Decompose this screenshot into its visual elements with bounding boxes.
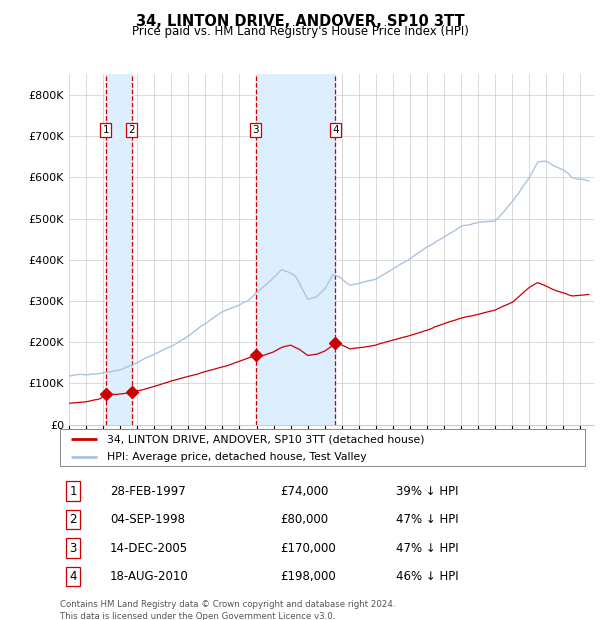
Text: 1: 1 — [103, 125, 109, 135]
Text: 4: 4 — [332, 125, 339, 135]
Text: 4: 4 — [70, 570, 77, 583]
Text: 04-SEP-1998: 04-SEP-1998 — [110, 513, 185, 526]
Text: 2: 2 — [128, 125, 135, 135]
Text: 1: 1 — [70, 485, 77, 497]
Text: £80,000: £80,000 — [281, 513, 329, 526]
Text: 39% ↓ HPI: 39% ↓ HPI — [396, 485, 458, 497]
Text: 2: 2 — [70, 513, 77, 526]
Text: £74,000: £74,000 — [281, 485, 329, 497]
Text: 28-FEB-1997: 28-FEB-1997 — [110, 485, 185, 497]
Text: 34, LINTON DRIVE, ANDOVER, SP10 3TT (detached house): 34, LINTON DRIVE, ANDOVER, SP10 3TT (det… — [107, 435, 425, 445]
Text: 47% ↓ HPI: 47% ↓ HPI — [396, 542, 458, 554]
Text: 46% ↓ HPI: 46% ↓ HPI — [396, 570, 458, 583]
Text: HPI: Average price, detached house, Test Valley: HPI: Average price, detached house, Test… — [107, 452, 367, 462]
Text: £170,000: £170,000 — [281, 542, 336, 554]
Bar — [106, 74, 131, 425]
Text: Price paid vs. HM Land Registry's House Price Index (HPI): Price paid vs. HM Land Registry's House … — [131, 25, 469, 38]
Text: Contains HM Land Registry data © Crown copyright and database right 2024.
This d: Contains HM Land Registry data © Crown c… — [60, 600, 395, 620]
Text: 3: 3 — [253, 125, 259, 135]
Bar — [256, 74, 335, 425]
Text: 18-AUG-2010: 18-AUG-2010 — [110, 570, 188, 583]
Text: 34, LINTON DRIVE, ANDOVER, SP10 3TT: 34, LINTON DRIVE, ANDOVER, SP10 3TT — [136, 14, 464, 29]
Text: 47% ↓ HPI: 47% ↓ HPI — [396, 513, 458, 526]
Text: 14-DEC-2005: 14-DEC-2005 — [110, 542, 188, 554]
Text: £198,000: £198,000 — [281, 570, 336, 583]
Text: 3: 3 — [70, 542, 77, 554]
